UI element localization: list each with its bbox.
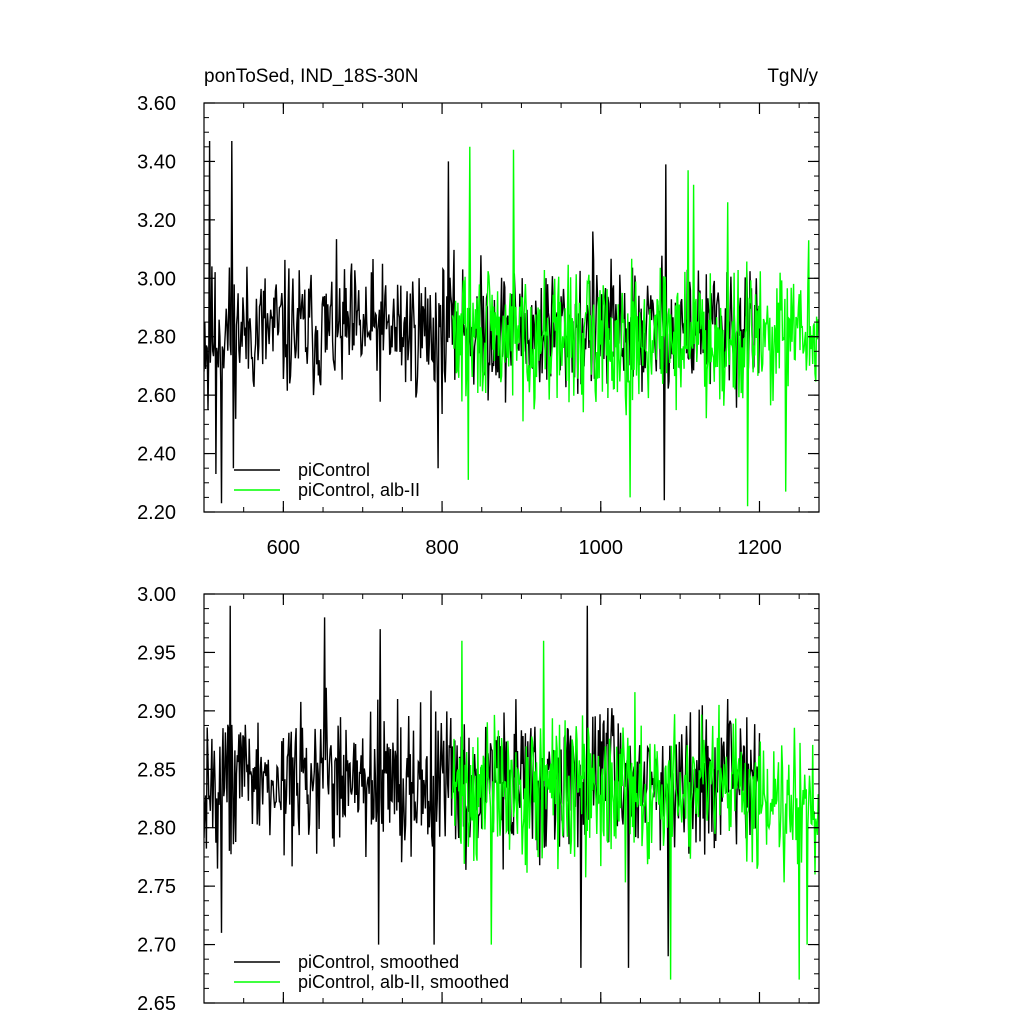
y-tick-label: 3.40 <box>137 151 176 173</box>
y-tick-label: 2.60 <box>137 385 176 407</box>
series-line-picontrol-alb-ii <box>451 146 819 507</box>
top-chart-title: ponToSed, IND_18S-30N <box>204 66 418 87</box>
y-tick-label: 3.00 <box>137 268 176 290</box>
y-tick-label: 2.80 <box>137 327 176 349</box>
legend-label: piControl <box>298 460 370 480</box>
y-tick-label: 2.85 <box>137 759 176 781</box>
y-tick-label: 2.70 <box>137 935 176 957</box>
y-tick-label: 3.20 <box>137 210 176 232</box>
x-tick-label: 1000 <box>579 537 624 559</box>
y-tick-label: 2.95 <box>137 642 176 664</box>
top-chart-panel: ponToSed, IND_18S-30N TgN/y 2.20 2.40 2.60… <box>137 66 820 559</box>
y-tick-label: 2.20 <box>137 502 176 524</box>
x-tick-label: 1200 <box>737 537 782 559</box>
x-tick-label: 800 <box>425 537 458 559</box>
y-tick-label: 2.80 <box>137 818 176 840</box>
y-tick-label: 2.40 <box>137 444 176 466</box>
top-chart-units: TgN/y <box>767 66 818 87</box>
series-line-picontrol-alb-ii-smoothed <box>451 640 819 980</box>
y-tick-label: 2.75 <box>137 876 176 898</box>
bottom-chart-panel: 2.65 2.70 2.75 2.80 2.85 2.90 2.95 3.00 piContro… <box>137 584 820 1015</box>
y-tick-label: 2.65 <box>137 993 176 1015</box>
y-tick-label: 3.00 <box>137 584 176 606</box>
y-tick-label: 3.60 <box>137 93 176 115</box>
legend-label: piControl, alb-II <box>298 480 420 500</box>
legend-label: piControl, alb-II, smoothed <box>298 972 509 992</box>
y-tick-label: 2.90 <box>137 701 176 723</box>
legend-label: piControl, smoothed <box>298 952 459 972</box>
x-tick-label: 600 <box>267 537 300 559</box>
